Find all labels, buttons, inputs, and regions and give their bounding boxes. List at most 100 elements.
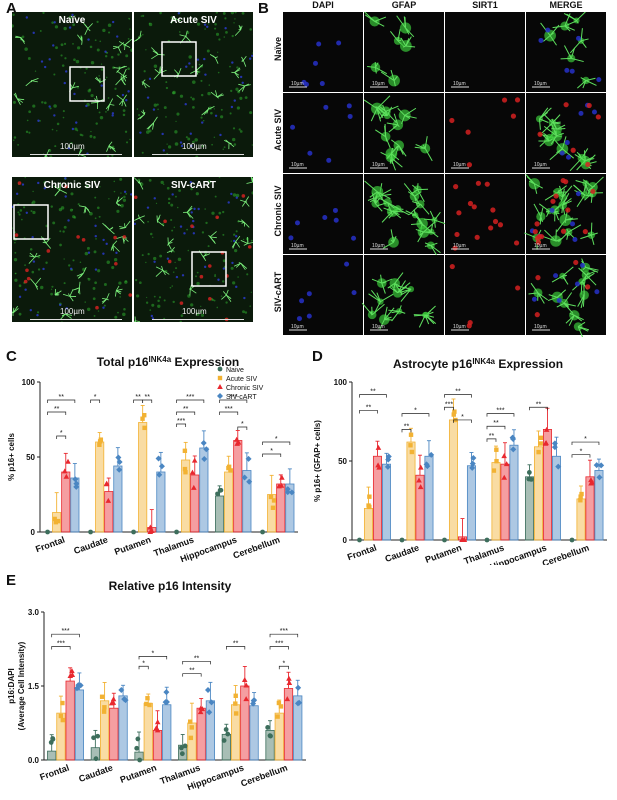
- significance-bracket: [486, 413, 515, 417]
- gfap-process: [548, 294, 558, 298]
- x-tick-label: Cerebellum: [541, 542, 590, 565]
- texture-process: [162, 269, 166, 276]
- gfap-process: [562, 200, 572, 206]
- significance-stars: ***: [225, 406, 233, 413]
- bar: [205, 700, 216, 761]
- texture-process: [146, 122, 154, 130]
- texture-nucleus: [175, 275, 179, 279]
- data-point: [598, 462, 605, 469]
- data-point: [174, 529, 179, 535]
- texture-dot: [100, 63, 103, 65]
- micrograph-chronic: [12, 177, 132, 322]
- gfap-process: [390, 153, 393, 162]
- gfap-process: [367, 65, 376, 68]
- gfap-process: [388, 309, 400, 312]
- texture-process: [119, 67, 121, 69]
- row-header-cart: SIV-cART: [273, 271, 283, 313]
- gfap-process: [383, 306, 388, 320]
- texture-dot: [232, 127, 236, 130]
- texture-dot: [141, 151, 144, 154]
- gfap-process: [556, 302, 565, 308]
- data-point: [451, 412, 456, 417]
- texture-nucleus: [32, 260, 36, 263]
- gfap-process: [551, 275, 563, 283]
- texture-dot: [100, 68, 104, 71]
- significance-stars: **: [144, 394, 150, 401]
- panel-a-label-chronic: Chronic SIV: [43, 180, 101, 191]
- texture-dot: [145, 261, 147, 264]
- texture-nucleus: [116, 35, 119, 38]
- texture-process: [170, 17, 175, 24]
- dapi-nucleus: [559, 150, 565, 156]
- gfap-process: [556, 219, 566, 233]
- texture-dot: [147, 220, 149, 223]
- gfap-process: [581, 272, 595, 283]
- gfap-process: [558, 231, 569, 243]
- dapi-nucleus: [565, 154, 571, 160]
- texture-process: [87, 23, 93, 29]
- gfap-process: [387, 202, 393, 216]
- texture-dot: [153, 64, 158, 69]
- texture-dot: [179, 320, 182, 322]
- data-point: [276, 483, 282, 489]
- texture-process: [201, 108, 209, 116]
- dapi-nucleus: [545, 27, 551, 33]
- bar: [65, 680, 75, 761]
- gfap-process: [562, 205, 566, 216]
- y-tick-label: 100: [22, 378, 36, 387]
- data-point: [399, 537, 405, 543]
- dapi-nucleus: [312, 60, 318, 66]
- texture-dot: [149, 309, 152, 311]
- gfap-process: [533, 203, 542, 217]
- texture-dot: [107, 23, 112, 28]
- gfap-process: [387, 282, 396, 289]
- texture-process: [35, 284, 39, 288]
- gfap-process: [375, 129, 386, 138]
- data-point: [241, 474, 248, 481]
- data-point: [208, 699, 215, 706]
- scale-label: 10µm: [291, 324, 304, 330]
- gfap-process: [425, 314, 435, 318]
- texture-dot: [229, 65, 231, 68]
- texture-nucleus: [52, 44, 55, 47]
- x-tick-label: Frontal: [38, 762, 70, 782]
- texture-process: [139, 215, 145, 219]
- texture-dot: [136, 108, 139, 110]
- gfap-process: [380, 274, 383, 284]
- texture-process: [238, 83, 245, 87]
- data-point: [442, 537, 447, 543]
- gfap-process: [562, 188, 565, 198]
- texture-dot: [238, 241, 240, 244]
- gfap-process: [573, 184, 586, 196]
- data-point: [416, 477, 422, 483]
- texture-dot: [207, 245, 210, 248]
- texture-dot: [113, 190, 116, 193]
- texture-dot: [51, 21, 54, 24]
- texture-dot: [129, 28, 131, 30]
- texture-dot: [200, 116, 203, 119]
- texture-nucleus: [69, 267, 73, 270]
- texture-dot: [166, 186, 170, 190]
- texture-nucleus: [53, 114, 56, 117]
- texture-process: [234, 29, 241, 36]
- gfap-process: [543, 35, 551, 42]
- bar: [415, 474, 425, 541]
- texture-process: [31, 80, 38, 83]
- texture-dot: [191, 80, 196, 84]
- texture-process: [174, 17, 177, 20]
- data-point: [234, 440, 241, 446]
- bar: [533, 446, 543, 541]
- data-point: [217, 366, 223, 372]
- significance-bracket: [226, 646, 246, 650]
- texture-process: [152, 122, 154, 130]
- texture-process: [112, 240, 118, 246]
- gfap-process: [539, 118, 549, 123]
- panel-a-image-cart: SIV-cART 100µm: [134, 177, 253, 322]
- texture-dot: [216, 306, 219, 309]
- texture-nucleus: [233, 99, 236, 102]
- bar: [594, 470, 604, 541]
- texture-process: [59, 189, 67, 194]
- texture-process: [77, 34, 83, 42]
- data-point: [116, 466, 123, 473]
- texture-dot: [105, 110, 107, 113]
